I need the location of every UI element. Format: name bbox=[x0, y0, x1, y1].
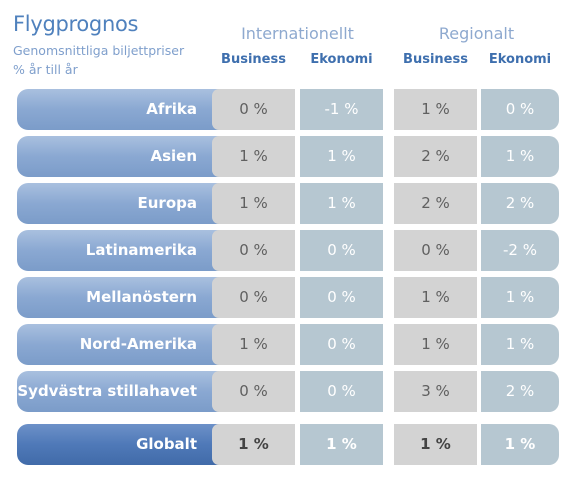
column-header-regional-economy: Ekonomi bbox=[488, 52, 552, 67]
cell-regional-business: 1 % bbox=[394, 277, 477, 318]
cell-regional-economy: 1 % bbox=[481, 424, 559, 465]
subtitle-line-1: Genomsnittliga biljettpriser bbox=[13, 43, 185, 58]
table-row: Europa 1 % 1 % 2 % 2 % bbox=[0, 183, 587, 224]
page-title: Flygprognos bbox=[13, 12, 139, 36]
column-header-regional-business: Business bbox=[403, 52, 468, 67]
region-label: Mellanöstern bbox=[17, 277, 245, 318]
region-label: Afrika bbox=[17, 89, 245, 130]
cell-regional-business: 1 % bbox=[394, 424, 477, 465]
column-header-international-business: Business bbox=[221, 52, 286, 67]
cell-international-business: 0 % bbox=[212, 277, 295, 318]
cell-international-economy: 0 % bbox=[300, 371, 383, 412]
column-header-international-economy: Ekonomi bbox=[310, 52, 373, 67]
cell-international-business: 0 % bbox=[212, 89, 295, 130]
cell-regional-economy: 1 % bbox=[481, 324, 559, 365]
group-header-international: Internationellt bbox=[241, 24, 354, 43]
cell-international-business: 1 % bbox=[212, 424, 295, 465]
region-label-total: Globalt bbox=[17, 424, 245, 465]
cell-regional-business: 0 % bbox=[394, 230, 477, 271]
cell-regional-business: 1 % bbox=[394, 89, 477, 130]
region-label: Europa bbox=[17, 183, 245, 224]
region-label: Latinamerika bbox=[17, 230, 245, 271]
cell-international-economy: 1 % bbox=[300, 424, 383, 465]
cell-regional-economy: -2 % bbox=[481, 230, 559, 271]
cell-regional-economy: 2 % bbox=[481, 183, 559, 224]
cell-regional-economy: 1 % bbox=[481, 277, 559, 318]
region-label: Asien bbox=[17, 136, 245, 177]
cell-regional-business: 3 % bbox=[394, 371, 477, 412]
region-label: Sydvästra stillahavet bbox=[17, 371, 245, 412]
cell-regional-economy: 1 % bbox=[481, 136, 559, 177]
table-row: Afrika 0 % -1 % 1 % 0 % bbox=[0, 89, 587, 130]
page-subtitle: Genomsnittliga biljettpriser % år till å… bbox=[13, 41, 184, 79]
table-row: Latinamerika 0 % 0 % 0 % -2 % bbox=[0, 230, 587, 271]
cell-regional-economy: 2 % bbox=[481, 371, 559, 412]
region-label: Nord-Amerika bbox=[17, 324, 245, 365]
cell-international-economy: 0 % bbox=[300, 230, 383, 271]
cell-international-business: 1 % bbox=[212, 183, 295, 224]
cell-international-economy: 0 % bbox=[300, 277, 383, 318]
table-row: Mellanöstern 0 % 0 % 1 % 1 % bbox=[0, 277, 587, 318]
cell-international-business: 1 % bbox=[212, 136, 295, 177]
cell-regional-business: 1 % bbox=[394, 324, 477, 365]
cell-international-economy: 1 % bbox=[300, 183, 383, 224]
cell-international-economy: 1 % bbox=[300, 136, 383, 177]
cell-international-business: 1 % bbox=[212, 324, 295, 365]
cell-international-business: 0 % bbox=[212, 230, 295, 271]
cell-regional-business: 2 % bbox=[394, 183, 477, 224]
cell-international-economy: -1 % bbox=[300, 89, 383, 130]
group-header-regional: Regionalt bbox=[438, 24, 515, 43]
subtitle-line-2: % år till år bbox=[13, 62, 78, 77]
table-row: Nord-Amerika 1 % 0 % 1 % 1 % bbox=[0, 324, 587, 365]
cell-international-economy: 0 % bbox=[300, 324, 383, 365]
table-row: Asien 1 % 1 % 2 % 1 % bbox=[0, 136, 587, 177]
cell-international-business: 0 % bbox=[212, 371, 295, 412]
cell-regional-economy: 0 % bbox=[481, 89, 559, 130]
cell-regional-business: 2 % bbox=[394, 136, 477, 177]
table-row: Sydvästra stillahavet 0 % 0 % 3 % 2 % bbox=[0, 371, 587, 412]
table-row-total: Globalt 1 % 1 % 1 % 1 % bbox=[0, 424, 587, 465]
